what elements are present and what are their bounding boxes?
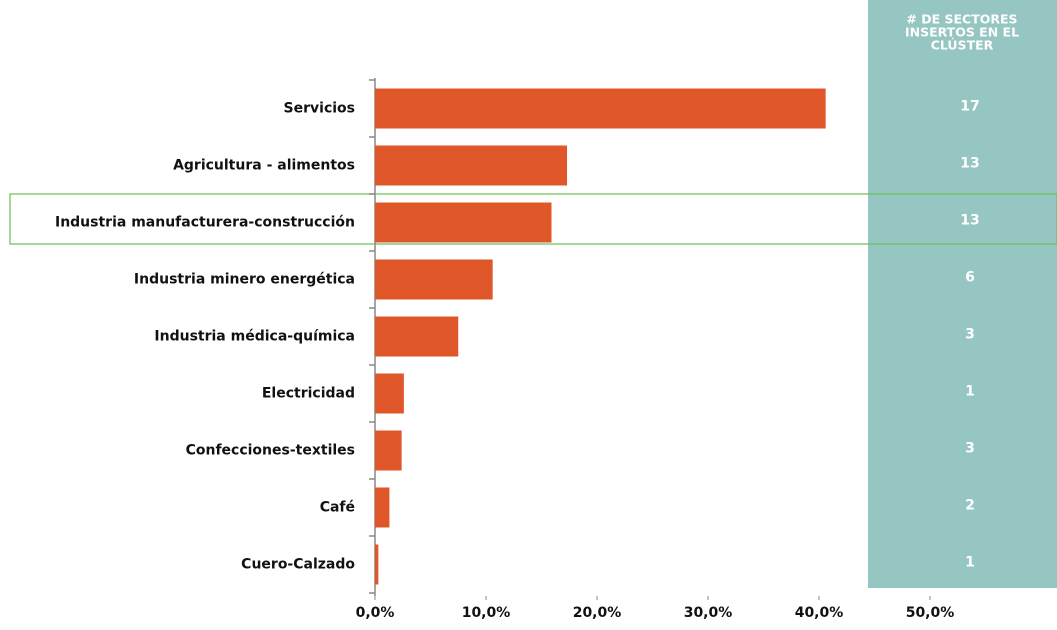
category-label: Industria médica-química xyxy=(154,329,355,345)
table-value: 1 xyxy=(965,384,975,400)
category-label: Café xyxy=(320,500,355,516)
bar xyxy=(375,373,404,414)
table-column xyxy=(868,0,1057,588)
bar xyxy=(375,316,459,357)
category-label: Industria manufacturera-construcción xyxy=(55,215,355,231)
category-label: Electricidad xyxy=(262,386,355,402)
table-value: 2 xyxy=(965,498,975,514)
table-value: 13 xyxy=(960,213,979,229)
x-tick-label: 50,0% xyxy=(906,605,955,621)
table-value: 6 xyxy=(965,270,975,286)
category-label: Servicios xyxy=(284,101,355,117)
bar xyxy=(375,544,379,585)
table-value: 3 xyxy=(965,441,975,457)
bar xyxy=(375,145,568,186)
table-value: 3 xyxy=(965,327,975,343)
bar xyxy=(375,202,552,243)
category-label: Confecciones-textiles xyxy=(186,443,355,459)
x-tick-label: 30,0% xyxy=(684,605,733,621)
highlight-box xyxy=(9,193,1057,245)
x-tick-label: 10,0% xyxy=(462,605,511,621)
bar xyxy=(375,259,493,300)
table-header: INSERTOS EN EL xyxy=(905,25,1019,40)
bar xyxy=(375,88,826,129)
category-label: Agricultura - alimentos xyxy=(173,158,355,174)
category-label: Cuero-Calzado xyxy=(241,557,355,573)
table-value: 13 xyxy=(960,156,979,172)
bar xyxy=(375,487,390,528)
table-value: 1 xyxy=(965,555,975,571)
x-tick-label: 40,0% xyxy=(795,605,844,621)
table-value: 17 xyxy=(960,99,979,115)
table-header: CLÚSTER xyxy=(931,38,994,53)
category-label: Industria minero energética xyxy=(134,272,355,288)
x-tick-label: 20,0% xyxy=(573,605,622,621)
table-header: # DE SECTORES xyxy=(906,12,1017,27)
bar xyxy=(375,430,402,471)
x-tick-label: 0,0% xyxy=(356,605,395,621)
